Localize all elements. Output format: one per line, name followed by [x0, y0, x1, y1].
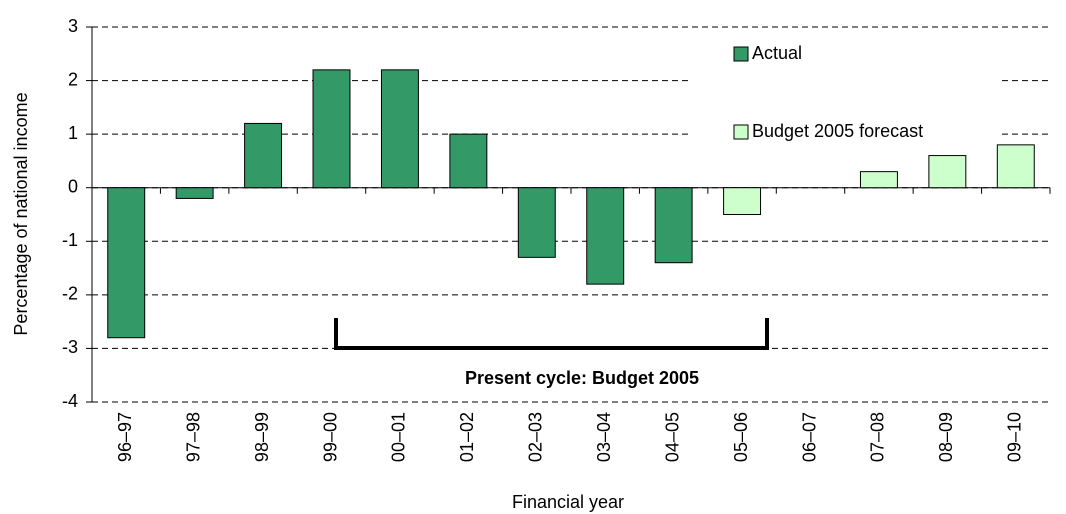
annotation: Present cycle: Budget 2005	[465, 368, 699, 388]
x-tick-label: 04–05	[662, 412, 682, 462]
bar	[654, 187, 693, 264]
bar	[586, 187, 625, 285]
x-tick-label: 02–03	[526, 412, 546, 462]
x-tick-label: 05–06	[731, 412, 751, 462]
y-tick-label: -3	[62, 337, 78, 357]
y-tick-label: -4	[62, 391, 78, 411]
bar	[244, 122, 283, 189]
y-tick-label: 2	[68, 69, 78, 89]
bar	[312, 69, 351, 189]
x-axis-label: Financial year	[512, 492, 624, 512]
x-tick-label: 01–02	[457, 412, 477, 462]
x-tick-label: 06–07	[799, 412, 819, 462]
x-tick-label: 98–99	[252, 412, 272, 462]
x-tick-label: 99–00	[320, 412, 340, 462]
bar	[928, 155, 967, 189]
bar	[723, 187, 762, 215]
bar	[380, 69, 419, 189]
y-tick-label: 3	[68, 16, 78, 36]
cycle-bracket	[334, 318, 769, 350]
x-tick-label: 07–08	[868, 412, 888, 462]
x-tick-label: 97–98	[183, 412, 203, 462]
x-tick-label: 03–04	[594, 412, 614, 462]
y-axis-label: Percentage of national income	[11, 92, 31, 335]
bar	[175, 187, 214, 199]
bar	[517, 187, 556, 258]
y-tick-label: 0	[68, 176, 78, 196]
x-tick-label: 09–10	[1005, 412, 1025, 462]
bar	[996, 144, 1035, 189]
y-tick-label: -2	[62, 284, 78, 304]
x-tick-label: 96–97	[115, 412, 135, 462]
legend-swatch	[733, 46, 749, 62]
bar	[859, 171, 898, 189]
y-tick-label: -1	[62, 230, 78, 250]
x-tick-label: 00–01	[389, 412, 409, 462]
legend-label: Budget 2005 forecast	[752, 121, 923, 141]
y-tick-label: 1	[68, 123, 78, 143]
bar	[107, 187, 146, 339]
x-tick-label: 08–09	[936, 412, 956, 462]
bar	[449, 133, 488, 189]
legend-swatch	[733, 124, 749, 140]
legend-label: Actual	[752, 43, 802, 63]
